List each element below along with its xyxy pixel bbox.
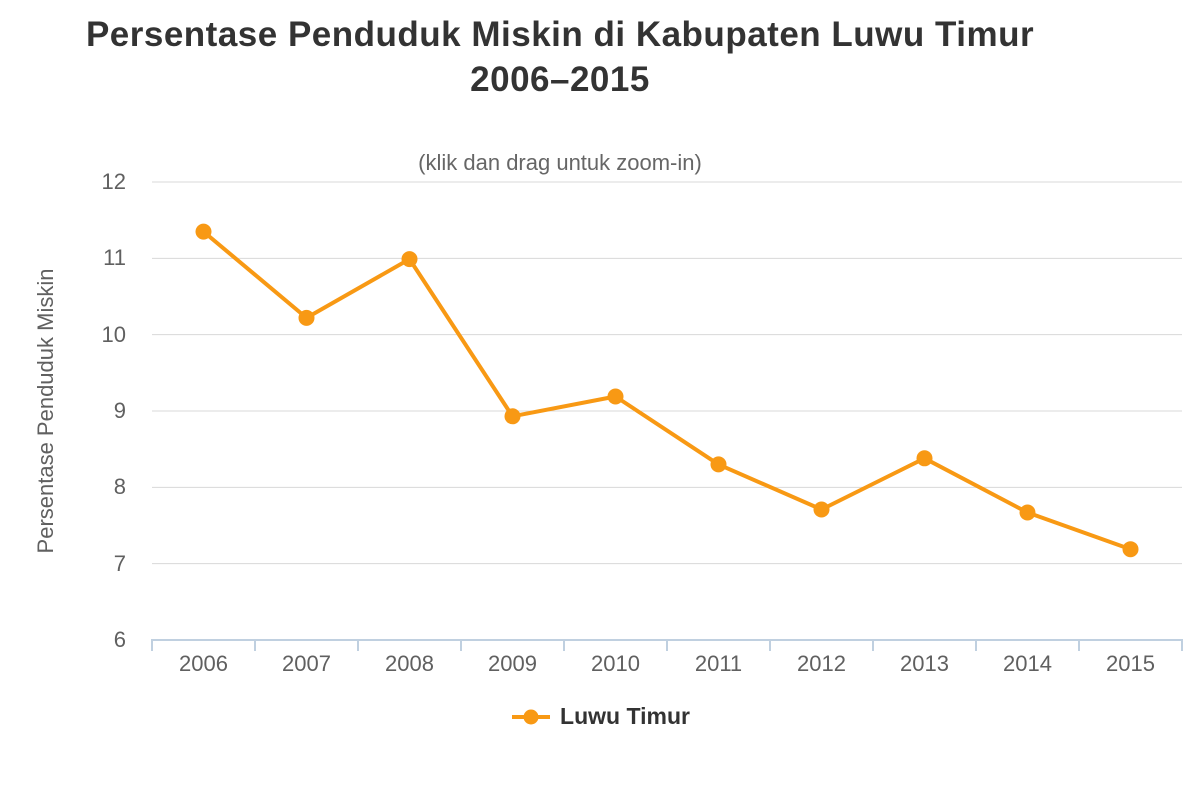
data-point-2008[interactable]: [401, 251, 418, 268]
data-point-2015[interactable]: [1122, 541, 1139, 558]
data-point-2013[interactable]: [916, 450, 933, 467]
y-axis-tick-label-12: 12: [101, 169, 126, 194]
y-axis-tick-label-8: 8: [113, 474, 126, 500]
chart-title-line1: Persentase Penduduk Miskin di Kabupaten …: [85, 15, 1035, 54]
chart-title-line2: 2006–2015: [470, 60, 650, 99]
legend-marker-icon: [512, 709, 551, 724]
data-point-2007[interactable]: [298, 309, 315, 326]
x-axis-tick-label-2011: 2011: [694, 651, 743, 676]
y-axis-tick-label-11: 11: [103, 245, 126, 271]
y-axis-tick-label-10: 10: [101, 321, 126, 347]
x-axis-tick-label-2007: 2007: [282, 651, 331, 676]
data-point-2009[interactable]: [504, 408, 521, 425]
data-point-2011[interactable]: [710, 456, 727, 473]
x-axis-tick-label-2015: 2015: [1106, 651, 1155, 676]
x-axis-tick-label-2006: 2006: [179, 651, 228, 676]
y-axis-tick-label-6: 6: [113, 627, 126, 652]
data-point-2006[interactable]: [195, 223, 212, 240]
series-line-luwu-timur: [201, 229, 1133, 552]
legend-series-label: Luwu Timur: [560, 703, 690, 729]
legend-item-luwu-timur[interactable]: Luwu Timur: [510, 703, 690, 730]
data-point-2012[interactable]: [813, 501, 830, 518]
x-axis-tick-label-2010: 2010: [591, 651, 640, 676]
data-point-2014[interactable]: [1019, 504, 1036, 521]
x-axis-tick-label-2013: 2013: [900, 651, 949, 676]
chart-subtitle: (klik dan drag untuk zoom-in): [418, 150, 702, 175]
y-axis-tick-label-9: 9: [113, 398, 126, 423]
x-axis-tick-label-2014: 2014: [1003, 651, 1052, 676]
y-axis-tick-label-7: 7: [113, 550, 126, 576]
x-axis-tick-label-2009: 2009: [488, 651, 537, 676]
x-axis-tick-label-2008: 2008: [385, 651, 434, 676]
x-axis-tick-label-2012: 2012: [797, 651, 846, 676]
chart-title: Persentase Penduduk Miskin di Kabupaten …: [0, 12, 1120, 102]
data-point-2010[interactable]: [607, 388, 624, 405]
legend: Luwu Timur: [0, 703, 1200, 730]
